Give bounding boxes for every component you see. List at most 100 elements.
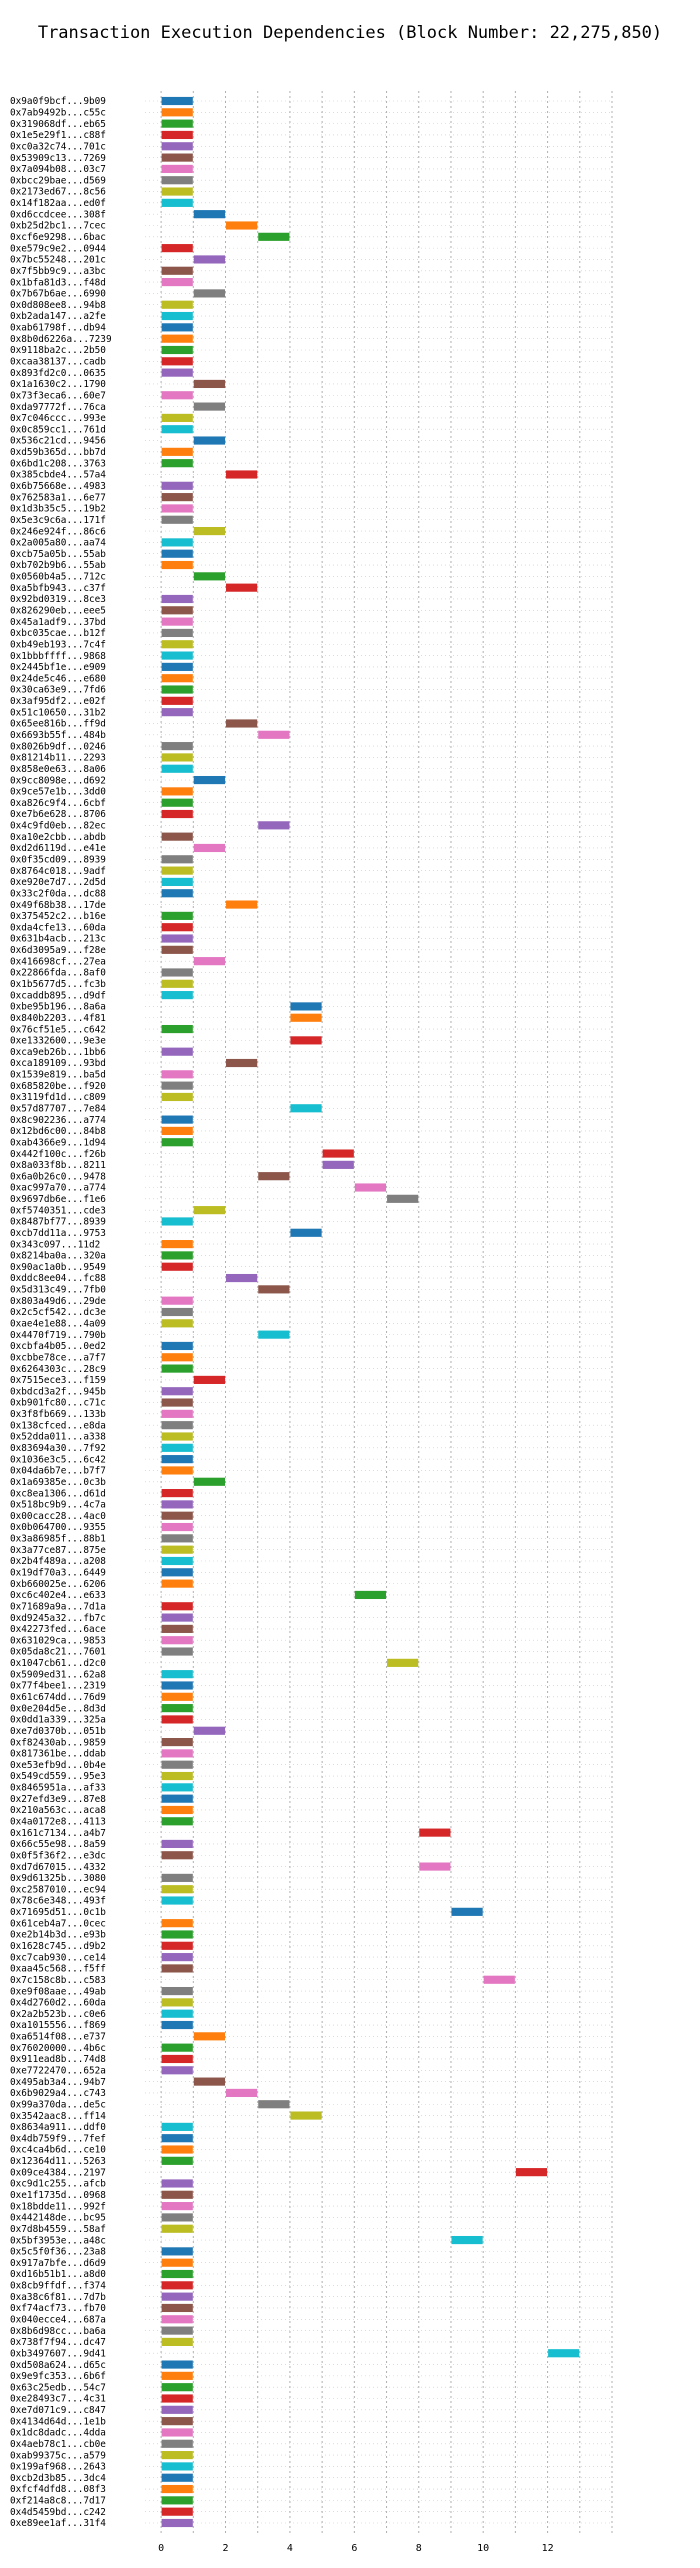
bar [161,1839,193,1849]
bar [193,379,226,389]
vertical-gridlines [160,91,613,2533]
y-tick-label: 0x0d808ee8...94b8 [10,300,106,311]
y-tick-label: 0xda97772f...76ca [10,402,106,413]
y-tick-label: 0x8c902236...a774 [10,1115,106,1126]
y-tick-label: 0xae4e1e88...4a09 [10,1319,106,1330]
bar [161,2213,193,2222]
y-tick-label: 0x917a7bfe...d6d9 [10,2258,106,2269]
y-tick-label: 0x71689a9a...7d1a [10,1601,106,1612]
bar [161,2417,193,2426]
y-tick-label: 0x8b0d6226a...7239 [10,334,112,345]
bar [451,1907,483,1916]
y-tick-label: 0x65ee816b...ff9d [10,719,106,730]
y-tick-label: 0xb2ada147...a2fe [10,311,106,322]
y-tick-label: 0x5bf3953e...a48c [10,2235,106,2246]
y-tick-label: 0xbdcd3a2f...945b [10,1386,106,1397]
bar [161,1873,193,1882]
bar [161,1771,193,1781]
bar [161,447,193,456]
bar [161,1262,193,1271]
bar [161,1636,193,1645]
bar [354,1183,387,1192]
y-tick-label: 0x7a094b08...03c7 [10,164,106,175]
bar [161,1613,193,1622]
bar [193,775,226,785]
y-tick-label: 0x12364d11...5263 [10,2156,106,2167]
bar [161,1522,193,1532]
y-tick-label: 0x7c158c8b...c583 [10,1975,106,1986]
y-tick-label: 0x77f4bee1...2319 [10,1681,106,1692]
y-tick-label: 0x9d61325b...3080 [10,1873,106,1884]
y-tick-label: 0x1036e3c5...6c42 [10,1454,106,1465]
bar [161,266,193,275]
y-tick-label: 0xe7d071c9...c847 [10,2405,106,2416]
y-tick-label: 0x442148de...bc95 [10,2213,106,2224]
y-tick-label: 0x738f7f94...dc47 [10,2337,106,2348]
bar [161,1047,193,1056]
bar [161,2269,193,2279]
y-tick-label: 0x1628c745...d9b2 [10,1941,106,1952]
y-tick-label: 0x911ead8b...74d8 [10,2054,106,2065]
x-tick-label: 4 [287,2543,293,2554]
y-tick-label: 0x8026b9df...0246 [10,741,106,752]
y-tick-label: 0x3f8fb669...133b [10,1409,106,1420]
bar [161,1568,193,1577]
bar [161,2518,193,2528]
bar [161,2394,193,2403]
bar [322,1149,354,1158]
bar [161,1986,193,1996]
y-tick-label: 0x0e204d5e...8d3d [10,1703,106,1714]
y-tick-label: 0x6b9029a4...c743 [10,2088,106,2099]
y-tick-label: 0x5c5f0f36...23a8 [10,2247,106,2258]
y-tick-label: 0x83694a30...7f92 [10,1443,106,1454]
y-tick-label: 0x5d313c49...7fb0 [10,1285,106,1296]
bar [161,2484,193,2494]
y-tick-label: 0x8764c018...9adf [10,866,106,877]
y-tick-label: 0x1047cb61...d2c0 [10,1658,106,1669]
bar [161,1851,193,1860]
y-tick-label: 0xb660025e...6206 [10,1579,106,1590]
y-tick-label: 0x8b6d98cc...ba6a [10,2326,106,2337]
bar [161,1398,193,1407]
bar [161,1953,193,1962]
bar [161,877,193,886]
y-tick-label: 0x57d87707...7e84 [10,1103,106,1114]
bar [161,153,193,162]
y-tick-label: 0x8214ba0a...320a [10,1251,106,1262]
bar [161,2156,193,2165]
y-tick-label: 0x685820be...f920 [10,1081,106,1092]
y-tick-label: 0xe28493c7...4c31 [10,2394,106,2405]
bar [290,1104,322,1113]
bar [161,187,193,196]
y-tick-label: 0xe920e7d7...2d5d [10,877,106,888]
bar [161,2122,193,2131]
x-tick-label: 8 [416,2543,422,2554]
y-tick-label: 0xf82430ab...9859 [10,1737,106,1748]
y-tick-label: 0xb49eb193...7c4f [10,639,106,650]
bar [419,1862,451,1871]
bar [161,425,193,434]
y-tick-label: 0x8cb9ffdf...f374 [10,2281,106,2292]
bar [161,2202,193,2211]
bar [161,2179,193,2188]
x-tick-labels: 0 2 4 6 8 10 12 [158,2543,554,2554]
bar [161,1998,193,2007]
y-tick-label: 0xe7722470...652a [10,2065,106,2076]
bar [161,696,193,705]
bar [161,742,193,751]
bar [193,210,226,219]
y-tick-label: 0x52dda011...a338 [10,1432,106,1443]
bar [161,459,193,468]
y-tick-label: 0xd9245a32...fb7c [10,1613,106,1624]
y-tick-label: 0x05da8c21...7601 [10,1647,106,1658]
y-tick-label: 0x19df70a3...6449 [10,1568,106,1579]
bar [161,391,193,400]
x-tick-label: 6 [351,2543,357,2554]
bar [193,1375,226,1384]
bar [290,1013,322,1022]
y-tick-label: 0x2a005a80...aa74 [10,538,106,549]
bar [161,685,193,694]
y-tick-label: 0xa10e2cbb...abdb [10,832,106,843]
x-tick-label: 0 [158,2543,164,2554]
y-tick-label: 0xa5bfb943...c37f [10,583,106,594]
